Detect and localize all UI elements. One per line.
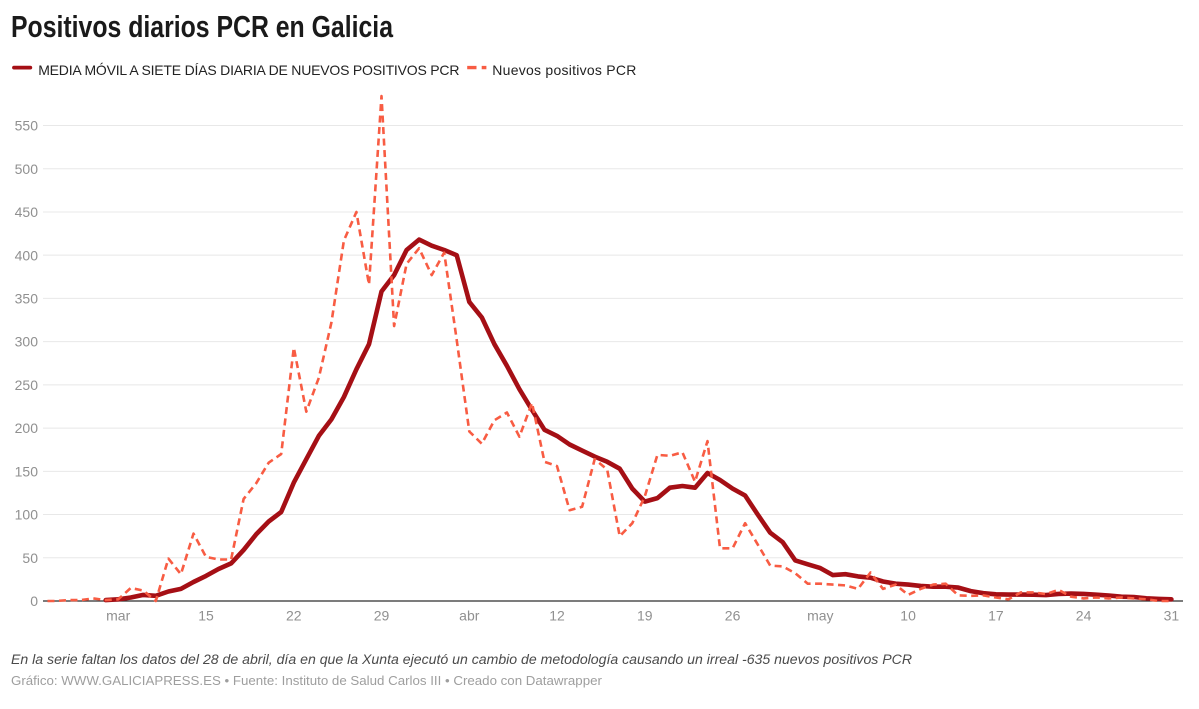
svg-text:22: 22 <box>286 608 302 624</box>
svg-text:12: 12 <box>549 608 565 624</box>
svg-text:400: 400 <box>15 247 39 263</box>
svg-text:19: 19 <box>637 608 653 624</box>
svg-text:10: 10 <box>900 608 916 624</box>
svg-text:29: 29 <box>374 608 390 624</box>
svg-text:550: 550 <box>15 118 39 134</box>
svg-text:150: 150 <box>15 463 39 479</box>
svg-text:15: 15 <box>198 608 214 624</box>
svg-text:450: 450 <box>15 204 39 220</box>
svg-text:31: 31 <box>1164 608 1180 624</box>
svg-text:may: may <box>807 608 833 624</box>
svg-text:500: 500 <box>15 161 39 177</box>
svg-text:200: 200 <box>15 420 39 436</box>
svg-text:0: 0 <box>30 593 38 609</box>
svg-text:100: 100 <box>15 507 39 523</box>
svg-text:17: 17 <box>988 608 1004 624</box>
svg-text:50: 50 <box>22 550 38 566</box>
svg-text:350: 350 <box>15 291 39 307</box>
svg-text:300: 300 <box>15 334 39 350</box>
svg-text:abr: abr <box>459 608 480 624</box>
svg-text:26: 26 <box>725 608 741 624</box>
svg-text:250: 250 <box>15 377 39 393</box>
svg-text:24: 24 <box>1076 608 1092 624</box>
svg-text:mar: mar <box>106 608 130 624</box>
